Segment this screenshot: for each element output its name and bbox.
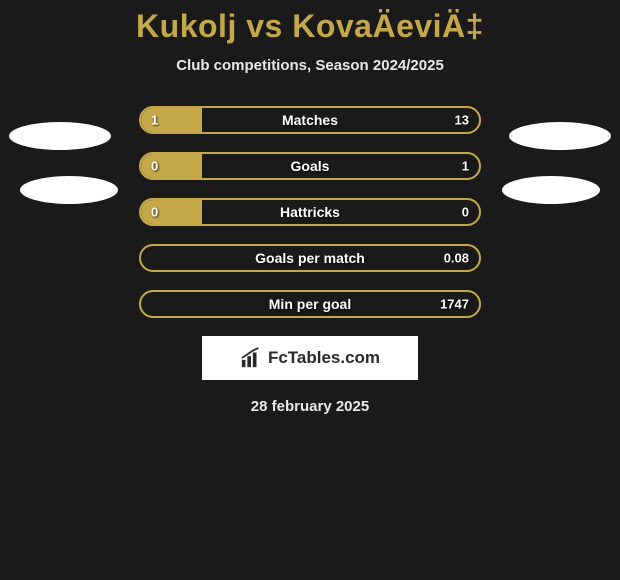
comparison-card: Kukolj vs KovaÄeviÄ‡ Club competitions, … bbox=[0, 0, 620, 415]
stat-value-right: 13 bbox=[455, 113, 469, 128]
stat-row: Goals 0 1 bbox=[139, 152, 481, 180]
stat-label: Matches bbox=[282, 112, 338, 128]
stat-value-right: 1747 bbox=[440, 297, 469, 312]
stat-row: Goals per match 0.08 bbox=[139, 244, 481, 272]
stat-label: Goals per match bbox=[255, 250, 365, 266]
stat-rows: Matches 1 13 Goals 0 1 Hattricks 0 0 Goals per ma… bbox=[139, 106, 481, 318]
player-left-badge-2 bbox=[20, 176, 118, 204]
player-right-badge-1 bbox=[509, 122, 611, 150]
stat-row: Hattricks 0 0 bbox=[139, 198, 481, 226]
stat-row: Min per goal 1747 bbox=[139, 290, 481, 318]
page-title: Kukolj vs KovaÄeviÄ‡ bbox=[0, 8, 620, 45]
subtitle: Club competitions, Season 2024/2025 bbox=[0, 57, 620, 74]
stat-label: Goals bbox=[291, 158, 330, 174]
player-left-badge-1 bbox=[9, 122, 111, 150]
player-right-badge-2 bbox=[502, 176, 600, 204]
date-label: 28 february 2025 bbox=[0, 398, 620, 415]
bars-icon bbox=[240, 347, 262, 369]
stat-label: Hattricks bbox=[280, 204, 340, 220]
stat-row: Matches 1 13 bbox=[139, 106, 481, 134]
stat-value-left: 1 bbox=[151, 113, 158, 128]
stat-value-left: 0 bbox=[151, 159, 158, 174]
stat-label: Min per goal bbox=[269, 296, 351, 312]
brand-logo-text: FcTables.com bbox=[268, 348, 380, 368]
stat-value-right: 0 bbox=[462, 205, 469, 220]
stat-value-right: 1 bbox=[462, 159, 469, 174]
stat-value-right: 0.08 bbox=[444, 251, 469, 266]
brand-logo-box[interactable]: FcTables.com bbox=[202, 336, 418, 380]
stat-value-left: 0 bbox=[151, 205, 158, 220]
